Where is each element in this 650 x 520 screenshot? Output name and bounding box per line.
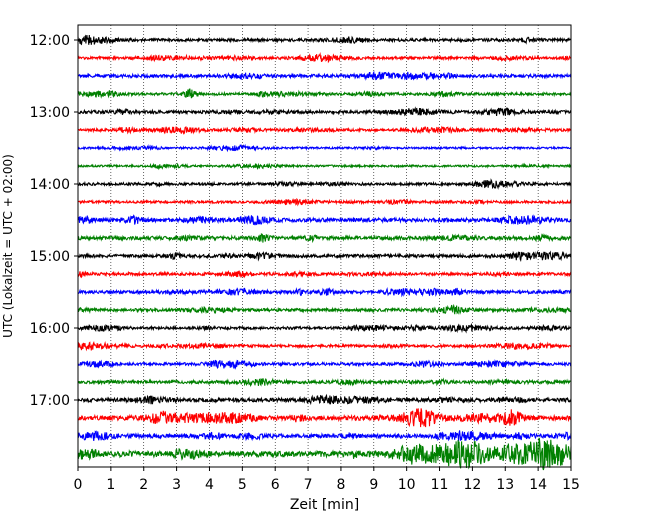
x-tick-label: 11 <box>431 477 449 493</box>
seismic-trace <box>77 430 572 442</box>
seismic-trace <box>77 322 572 334</box>
seismic-trace <box>77 70 572 81</box>
seismic-trace <box>77 178 572 190</box>
seismic-trace <box>77 162 572 171</box>
y-tick-label: 13:00 <box>30 105 70 121</box>
seismic-trace <box>77 232 572 244</box>
seismic-trace <box>77 340 572 352</box>
x-axis-label: Zeit [min] <box>290 497 359 513</box>
x-tick-label: 5 <box>238 477 247 493</box>
x-tick-label: 10 <box>398 477 416 493</box>
x-tick-label: 9 <box>369 477 378 493</box>
x-tick-label: 13 <box>496 477 514 493</box>
seismic-trace <box>77 393 572 406</box>
seismic-trace <box>77 106 572 117</box>
seismic-trace <box>77 125 572 136</box>
seismic-trace <box>77 52 572 64</box>
plot-frame <box>77 24 572 468</box>
seismic-trace <box>77 359 572 370</box>
seismic-trace <box>77 303 572 315</box>
y-tick-label: 12:00 <box>30 33 70 49</box>
seismic-trace <box>77 143 572 153</box>
seismic-trace <box>77 377 572 388</box>
x-tick-label: 3 <box>172 477 181 493</box>
seismic-trace <box>77 408 572 428</box>
x-tick-label: 0 <box>74 477 83 493</box>
y-tick-label: 17:00 <box>30 393 70 409</box>
x-tick-label: 12 <box>463 477 481 493</box>
seismic-trace <box>77 269 572 279</box>
seismic-trace <box>77 437 572 471</box>
x-tick-label: 4 <box>205 477 214 493</box>
y-tick-label: 16:00 <box>30 321 70 337</box>
y-tick-label: 15:00 <box>30 249 70 265</box>
seismic-traces <box>77 34 572 471</box>
x-tick-label: 6 <box>271 477 280 493</box>
y-axis-ticks: 12:00 13:00 14:00 15:00 16:00 17:00 <box>30 33 78 409</box>
x-tick-label: 1 <box>106 477 115 493</box>
seismic-trace <box>77 214 572 226</box>
seismic-trace <box>77 34 572 46</box>
x-tick-label: 2 <box>139 477 148 493</box>
y-tick-label: 14:00 <box>30 177 70 193</box>
seismic-trace <box>77 250 572 262</box>
seismic-trace <box>77 287 572 298</box>
x-tick-label: 15 <box>562 477 580 493</box>
x-tick-label: 14 <box>529 477 547 493</box>
x-axis-ticks: 0 1 2 3 4 5 6 7 8 9 10 11 12 13 14 15 <box>74 467 580 493</box>
seismic-trace <box>77 197 572 207</box>
y-axis-label: UTC (Lokalzeit = UTC + 02:00) <box>1 154 15 338</box>
x-tick-label: 7 <box>304 477 313 493</box>
seismic-trace <box>77 88 572 99</box>
x-tick-label: 8 <box>336 477 345 493</box>
